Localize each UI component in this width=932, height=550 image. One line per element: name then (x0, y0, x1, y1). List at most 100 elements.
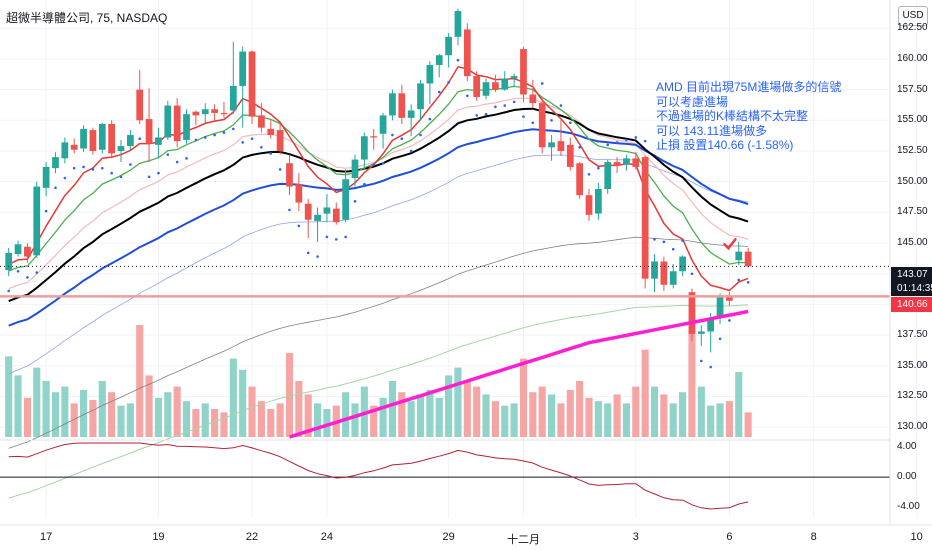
sar-dot (700, 359, 703, 363)
candle (164, 100, 172, 140)
volume-bar (89, 400, 97, 437)
candle-body (576, 163, 584, 196)
currency-button[interactable]: USD (898, 6, 928, 26)
sar-dot (44, 209, 48, 213)
candle (529, 79, 537, 109)
volume-bar (117, 405, 125, 437)
candle (342, 169, 350, 223)
sar-dot (138, 137, 142, 141)
sar-dot (568, 121, 572, 125)
oscillator-line (8, 442, 749, 510)
volume-bar (42, 381, 50, 437)
candle (314, 207, 321, 242)
sar-dot (409, 149, 413, 153)
magenta-ma-line (288, 309, 749, 439)
sar-dot (540, 82, 544, 85)
sar-dot (681, 239, 684, 242)
sar-dot (484, 112, 488, 116)
time-tick: 10 (910, 531, 923, 543)
price-tick: 130.00 (897, 421, 928, 433)
volume-bar (33, 367, 41, 437)
sar-dot (325, 235, 329, 239)
candle-body (98, 123, 106, 150)
candle-body (445, 36, 452, 56)
volume-bar (482, 394, 490, 437)
candle (501, 71, 509, 91)
candle-body (155, 137, 162, 145)
sar-dot (175, 160, 179, 164)
sar-dot (166, 153, 170, 156)
candle-body (426, 65, 434, 84)
volume-bar (370, 405, 378, 437)
candle-body (24, 246, 31, 257)
candle-body (585, 195, 593, 215)
candle-body (707, 317, 715, 332)
candle-body (267, 128, 275, 136)
volume-bar (454, 367, 462, 437)
candle (585, 189, 593, 221)
candle (360, 132, 368, 170)
sar-dot (447, 80, 450, 84)
countdown-badge: 01:14:35 (891, 282, 932, 296)
volume-bar (51, 392, 60, 437)
note-line-4: 可以 143.11進場做多 (656, 123, 768, 138)
candle-body (716, 295, 724, 318)
volume-bar (426, 389, 434, 437)
volume-bar (576, 381, 584, 437)
oscillator-tick: 0.00 (897, 471, 917, 483)
time-tick: 8 (810, 531, 817, 543)
candle-body (117, 146, 125, 151)
volume-bar (267, 409, 275, 437)
candle (239, 46, 247, 128)
candle-body (126, 135, 134, 147)
volume-bar (697, 386, 705, 437)
candle (463, 23, 471, 82)
sar-dot (587, 173, 591, 176)
volume-bar (491, 401, 499, 437)
ema-light-green-line (8, 304, 749, 499)
candle (173, 98, 181, 148)
candle (417, 79, 424, 121)
volume-bar (604, 403, 612, 437)
candle-body (510, 76, 518, 79)
volume-bar (379, 397, 387, 437)
candle (492, 74, 499, 93)
candle (267, 120, 275, 139)
oscillator-tick: -4.00 (897, 500, 920, 512)
price-tick: 155.00 (897, 114, 928, 126)
candle (52, 152, 59, 174)
price-overlays (0, 58, 890, 439)
candle (520, 46, 527, 102)
candle-body (669, 271, 677, 285)
oscillator-tick: 4.00 (897, 441, 917, 453)
volume-bar (201, 403, 209, 437)
volume-bar (285, 353, 294, 437)
sar-dot (643, 139, 647, 143)
volume-bar (192, 409, 200, 437)
volume-bar (445, 375, 453, 437)
sar-dot (737, 278, 741, 282)
note-line-5: 止損 設置140.66 (-1.58%) (656, 138, 794, 152)
sar-dot (437, 90, 441, 94)
volume-bar (416, 394, 425, 437)
candle-body (89, 130, 97, 151)
candle (211, 104, 218, 121)
volume-bar (688, 330, 696, 437)
price-tick: 147.50 (897, 206, 928, 218)
sar-dot (531, 121, 535, 125)
candle (594, 182, 602, 220)
candle-body (314, 214, 321, 221)
volume-bar (679, 392, 687, 437)
chart-title: 超微半導體公司, 75, NASDAQ (6, 11, 168, 25)
candle-body (379, 115, 387, 134)
sar-dot (54, 186, 57, 190)
sar-dot (559, 104, 563, 107)
volume-bar (398, 392, 406, 437)
price-tick: 150.00 (897, 175, 928, 187)
sar-dot (7, 289, 10, 293)
volume-bar (314, 403, 322, 437)
sar-dot (625, 138, 628, 142)
candlesticks (5, 8, 752, 353)
volume-bar (632, 386, 640, 437)
